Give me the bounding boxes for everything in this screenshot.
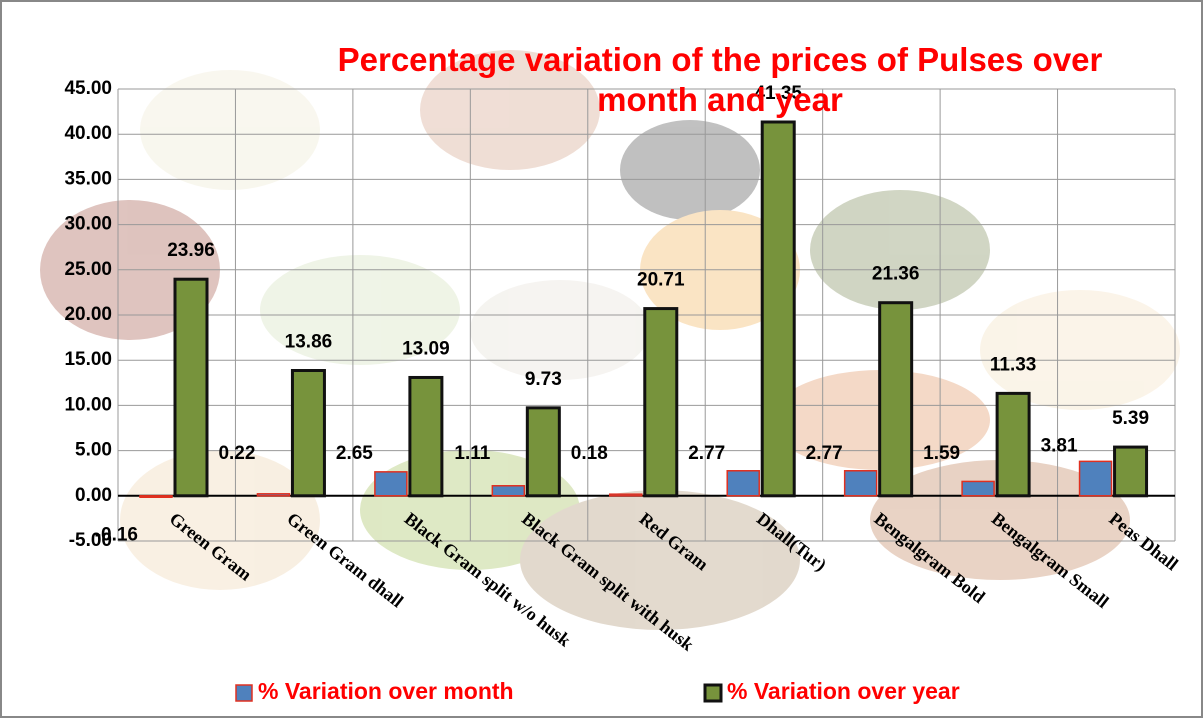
bar [961, 480, 995, 497]
bar [1078, 460, 1113, 497]
data-label: 5.39 [1112, 408, 1149, 429]
data-label: 0.18 [571, 443, 608, 464]
data-label: -0.16 [95, 524, 138, 545]
data-label: 21.36 [872, 264, 920, 285]
data-label: 3.81 [1041, 435, 1078, 456]
bar [374, 471, 408, 497]
bar [525, 406, 561, 498]
bar [173, 277, 209, 498]
data-label: 0.22 [218, 443, 255, 464]
bar [760, 120, 796, 498]
legend-label: % Variation over year [727, 678, 960, 704]
legend-swatch [235, 684, 253, 702]
y-tick-label: 10.00 [64, 394, 112, 415]
legend-label: % Variation over month [258, 678, 514, 704]
bar [256, 493, 291, 497]
y-tick-label: 5.00 [75, 440, 112, 461]
background-art [40, 50, 1180, 630]
chart-title: Percentage variation of the prices of Pu… [337, 41, 1103, 118]
data-label: 20.71 [637, 270, 685, 291]
y-tick-label: 30.00 [64, 214, 112, 235]
bar [139, 495, 173, 498]
bar [726, 470, 760, 497]
data-label: 23.96 [167, 240, 215, 261]
y-tick-label: 40.00 [64, 123, 112, 144]
bar [995, 391, 1031, 498]
y-tick-label: 20.00 [64, 304, 112, 325]
data-label: 13.09 [402, 338, 450, 359]
y-tick-label: 15.00 [64, 349, 112, 370]
data-label: 11.33 [990, 354, 1037, 375]
data-label: 1.59 [923, 443, 960, 464]
bar [1113, 445, 1149, 498]
data-label: 2.77 [688, 443, 725, 464]
y-tick-label: 45.00 [64, 78, 112, 99]
bar [290, 369, 326, 498]
data-label: 2.77 [806, 443, 843, 464]
data-label: 1.11 [454, 443, 490, 464]
data-label: 13.86 [285, 332, 333, 353]
bar [643, 307, 679, 498]
bar [878, 301, 914, 498]
y-tick-label: 0.00 [75, 485, 112, 506]
y-tick-label: 35.00 [64, 168, 112, 189]
data-label: 2.65 [336, 443, 373, 464]
data-label: 41.35 [754, 83, 802, 104]
data-label: 9.73 [525, 369, 562, 390]
legend-swatch [703, 683, 723, 703]
bar [408, 375, 444, 498]
y-tick-label: 25.00 [64, 259, 112, 280]
bar [609, 493, 643, 497]
bar [491, 485, 526, 497]
bar [843, 470, 878, 497]
y-tick-label: -5.00 [69, 530, 112, 551]
